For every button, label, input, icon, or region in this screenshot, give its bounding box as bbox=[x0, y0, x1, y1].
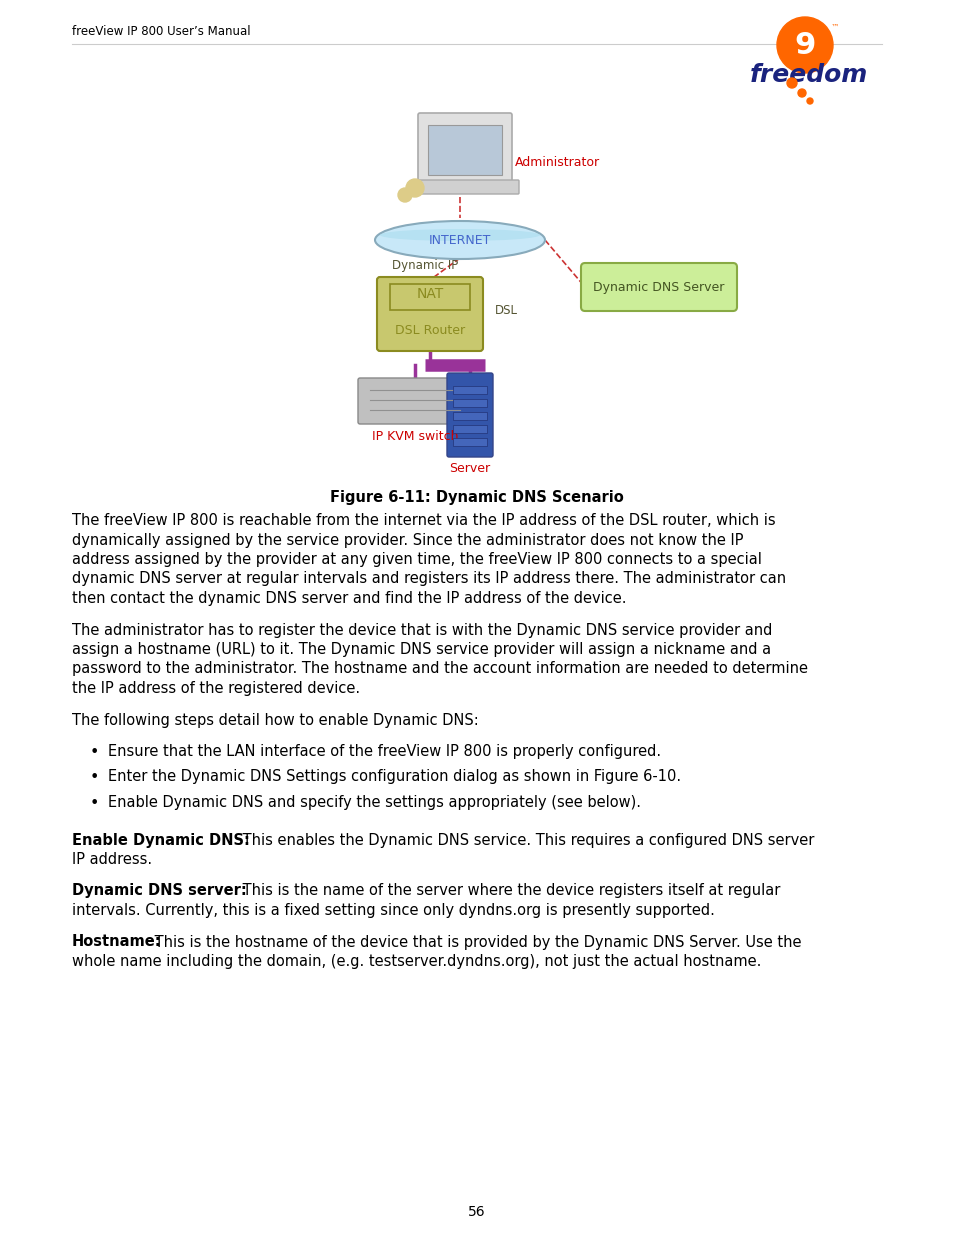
FancyBboxPatch shape bbox=[447, 373, 493, 457]
Text: Figure 6-11: Dynamic DNS Scenario: Figure 6-11: Dynamic DNS Scenario bbox=[330, 490, 623, 505]
Text: IP address.: IP address. bbox=[71, 852, 152, 867]
Bar bbox=[453, 412, 486, 420]
Text: IP KVM switch: IP KVM switch bbox=[372, 430, 457, 442]
Circle shape bbox=[806, 98, 812, 104]
Text: Dynamic DNS server:: Dynamic DNS server: bbox=[71, 883, 247, 899]
Text: •: • bbox=[90, 797, 99, 811]
Text: Server: Server bbox=[449, 462, 490, 475]
Text: freeView IP 800 User’s Manual: freeView IP 800 User’s Manual bbox=[71, 25, 251, 38]
Circle shape bbox=[406, 179, 423, 198]
FancyBboxPatch shape bbox=[376, 277, 482, 351]
Text: password to the administrator. The hostname and the account information are need: password to the administrator. The hostn… bbox=[71, 662, 807, 677]
Text: Dynamic IP: Dynamic IP bbox=[392, 259, 457, 272]
FancyBboxPatch shape bbox=[417, 112, 512, 185]
Text: the IP address of the registered device.: the IP address of the registered device. bbox=[71, 680, 359, 697]
Text: Enable Dynamic DNS:: Enable Dynamic DNS: bbox=[71, 832, 250, 847]
FancyBboxPatch shape bbox=[411, 180, 518, 194]
Text: 9: 9 bbox=[794, 31, 815, 59]
Text: DSL: DSL bbox=[495, 304, 517, 316]
Text: This is the name of the server where the device registers itself at regular: This is the name of the server where the… bbox=[237, 883, 780, 899]
Text: Ensure that the LAN interface of the freeView IP 800 is properly configured.: Ensure that the LAN interface of the fre… bbox=[108, 743, 660, 760]
Ellipse shape bbox=[375, 221, 544, 259]
Bar bbox=[428, 125, 501, 175]
Text: dynamically assigned by the service provider. Since the administrator does not k: dynamically assigned by the service prov… bbox=[71, 532, 742, 547]
Text: Enable Dynamic DNS and specify the settings appropriately (see below).: Enable Dynamic DNS and specify the setti… bbox=[108, 795, 640, 810]
Text: Hostname:: Hostname: bbox=[71, 935, 161, 950]
Circle shape bbox=[797, 89, 805, 98]
Text: Enter the Dynamic DNS Settings configuration dialog as shown in Figure 6-10.: Enter the Dynamic DNS Settings configura… bbox=[108, 769, 680, 784]
Text: freedom: freedom bbox=[749, 63, 867, 86]
Text: intervals. Currently, this is a fixed setting since only dyndns.org is presently: intervals. Currently, this is a fixed se… bbox=[71, 903, 714, 918]
Text: Administrator: Administrator bbox=[515, 157, 599, 169]
Bar bbox=[453, 425, 486, 433]
FancyBboxPatch shape bbox=[580, 263, 737, 311]
Text: address assigned by the provider at any given time, the freeView IP 800 connects: address assigned by the provider at any … bbox=[71, 552, 761, 567]
FancyBboxPatch shape bbox=[357, 378, 472, 424]
Text: Dynamic DNS Server: Dynamic DNS Server bbox=[593, 280, 724, 294]
Bar bbox=[453, 387, 486, 394]
Bar bbox=[453, 438, 486, 446]
Text: whole name including the domain, (e.g. testserver.dyndns.org), not just the actu: whole name including the domain, (e.g. t… bbox=[71, 953, 760, 969]
Text: NAT: NAT bbox=[416, 287, 443, 301]
Text: INTERNET: INTERNET bbox=[428, 233, 491, 247]
Circle shape bbox=[776, 17, 832, 73]
Text: The administrator has to register the device that is with the Dynamic DNS servic: The administrator has to register the de… bbox=[71, 622, 772, 637]
Circle shape bbox=[397, 188, 412, 203]
Text: ™: ™ bbox=[830, 23, 839, 32]
Text: DSL Router: DSL Router bbox=[395, 324, 464, 336]
Text: then contact the dynamic DNS server and find the IP address of the device.: then contact the dynamic DNS server and … bbox=[71, 592, 626, 606]
Bar bbox=[453, 399, 486, 408]
Bar bbox=[390, 284, 470, 310]
Ellipse shape bbox=[379, 228, 539, 241]
Text: This enables the Dynamic DNS service. This requires a configured DNS server: This enables the Dynamic DNS service. Th… bbox=[237, 832, 813, 847]
Text: This is the hostname of the device that is provided by the Dynamic DNS Server. U: This is the hostname of the device that … bbox=[151, 935, 801, 950]
Text: The following steps detail how to enable Dynamic DNS:: The following steps detail how to enable… bbox=[71, 713, 478, 727]
Text: •: • bbox=[90, 771, 99, 785]
Text: The freeView IP 800 is reachable from the internet via the IP address of the DSL: The freeView IP 800 is reachable from th… bbox=[71, 513, 775, 529]
Text: dynamic DNS server at regular intervals and registers its IP address there. The : dynamic DNS server at regular intervals … bbox=[71, 572, 785, 587]
Text: assign a hostname (URL) to it. The Dynamic DNS service provider will assign a ni: assign a hostname (URL) to it. The Dynam… bbox=[71, 642, 770, 657]
Circle shape bbox=[786, 78, 796, 88]
Text: 56: 56 bbox=[468, 1205, 485, 1219]
Text: •: • bbox=[90, 745, 99, 760]
